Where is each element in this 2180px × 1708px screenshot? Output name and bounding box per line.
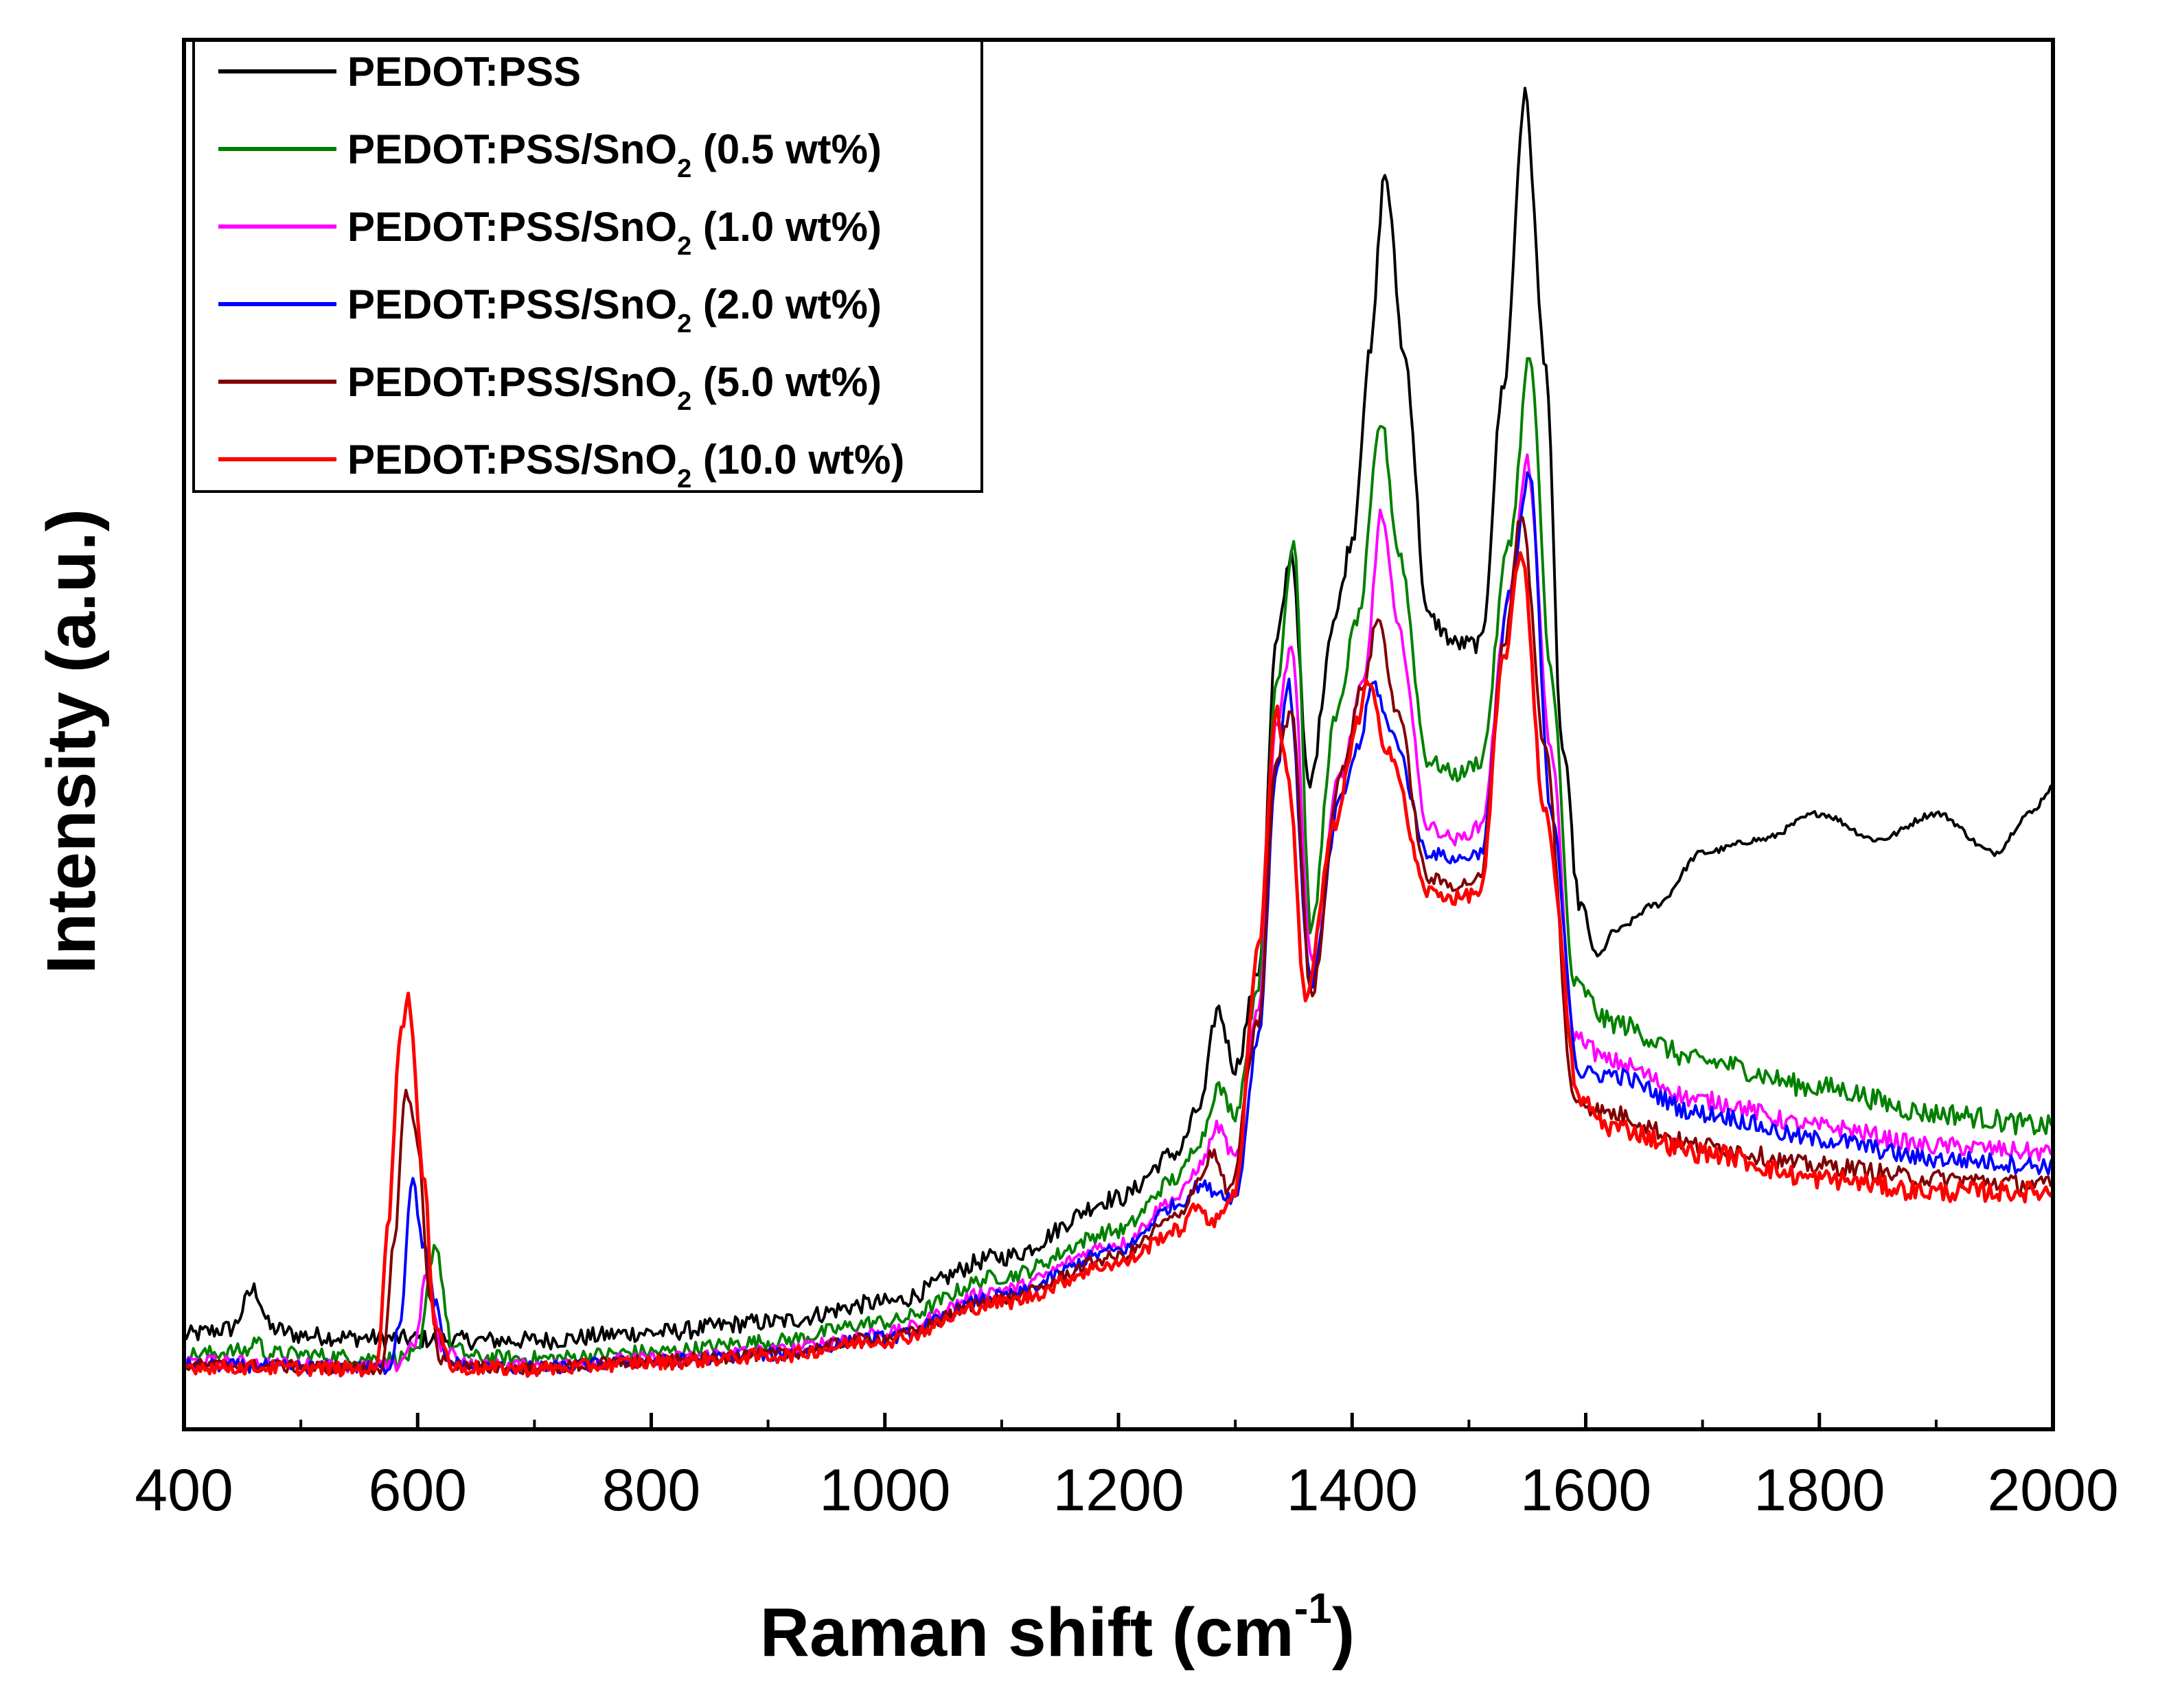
- legend-label-main: PEDOT:PSS/SnO: [347, 437, 677, 483]
- legend-label-tail: (10.0 wt%): [691, 437, 904, 483]
- legend-label-2: PEDOT:PSS/SnO2 (0.5 wt%): [347, 126, 882, 183]
- legend-label-main: PEDOT:PSS/SnO: [347, 281, 677, 327]
- x-axis-title-superscript: -1: [1294, 1585, 1332, 1632]
- x-tick-label: 1400: [1287, 1457, 1418, 1523]
- y-axis-title: Intensity (a.u.): [33, 509, 110, 974]
- legend-label-6: PEDOT:PSS/SnO2 (10.0 wt%): [347, 437, 904, 494]
- legend-label-main: PEDOT:PSS/SnO: [347, 204, 677, 250]
- legend-label-3: PEDOT:PSS/SnO2 (1.0 wt%): [347, 204, 882, 261]
- legend-label-subscript: 2: [677, 310, 691, 338]
- legend-label-subscript: 2: [677, 154, 691, 183]
- series-line-1: [183, 86, 2054, 1351]
- legend-label-1: PEDOT:PSS: [347, 49, 581, 95]
- x-axis-title-close: ): [1332, 1594, 1355, 1671]
- legend-label-4: PEDOT:PSS/SnO2 (2.0 wt%): [347, 281, 882, 338]
- series-layer: [183, 86, 2055, 1378]
- series-line-2: [183, 357, 2054, 1368]
- legend-label-main: PEDOT:PSS/SnO: [347, 126, 677, 172]
- x-axis-ticks: 400 600 800 1000 1200 1400 1600 1800 2000: [135, 1413, 2119, 1523]
- x-axis-title: Raman shift (cm-1): [760, 1585, 1355, 1671]
- x-tick-label: 600: [369, 1457, 468, 1523]
- legend-label-main: PEDOT:PSS: [347, 49, 581, 95]
- x-tick-label: 800: [602, 1457, 701, 1523]
- legend-label-subscript: 2: [677, 465, 691, 494]
- legend-label-tail: (5.0 wt%): [691, 359, 882, 405]
- legend-box: [192, 38, 983, 493]
- x-tick-label: 1600: [1520, 1457, 1651, 1523]
- x-tick-label: 1000: [819, 1457, 950, 1523]
- x-tick-label: 400: [135, 1457, 233, 1523]
- legend-label-subscript: 2: [677, 387, 691, 416]
- legend-label-tail: (2.0 wt%): [691, 281, 882, 327]
- x-axis-title-text: Raman shift (cm: [760, 1594, 1294, 1671]
- legend-label-5: PEDOT:PSS/SnO2 (5.0 wt%): [347, 359, 882, 416]
- legend-label-tail: (1.0 wt%): [691, 204, 882, 250]
- legend-label-subscript: 2: [677, 232, 691, 261]
- x-tick-label: 1200: [1053, 1457, 1184, 1523]
- legend-label-main: PEDOT:PSS/SnO: [347, 359, 677, 405]
- x-tick-label: 2000: [1987, 1457, 2118, 1523]
- series-line-6: [183, 551, 2055, 1378]
- legend-label-tail: (0.5 wt%): [691, 126, 882, 172]
- x-tick-label: 1800: [1754, 1457, 1885, 1523]
